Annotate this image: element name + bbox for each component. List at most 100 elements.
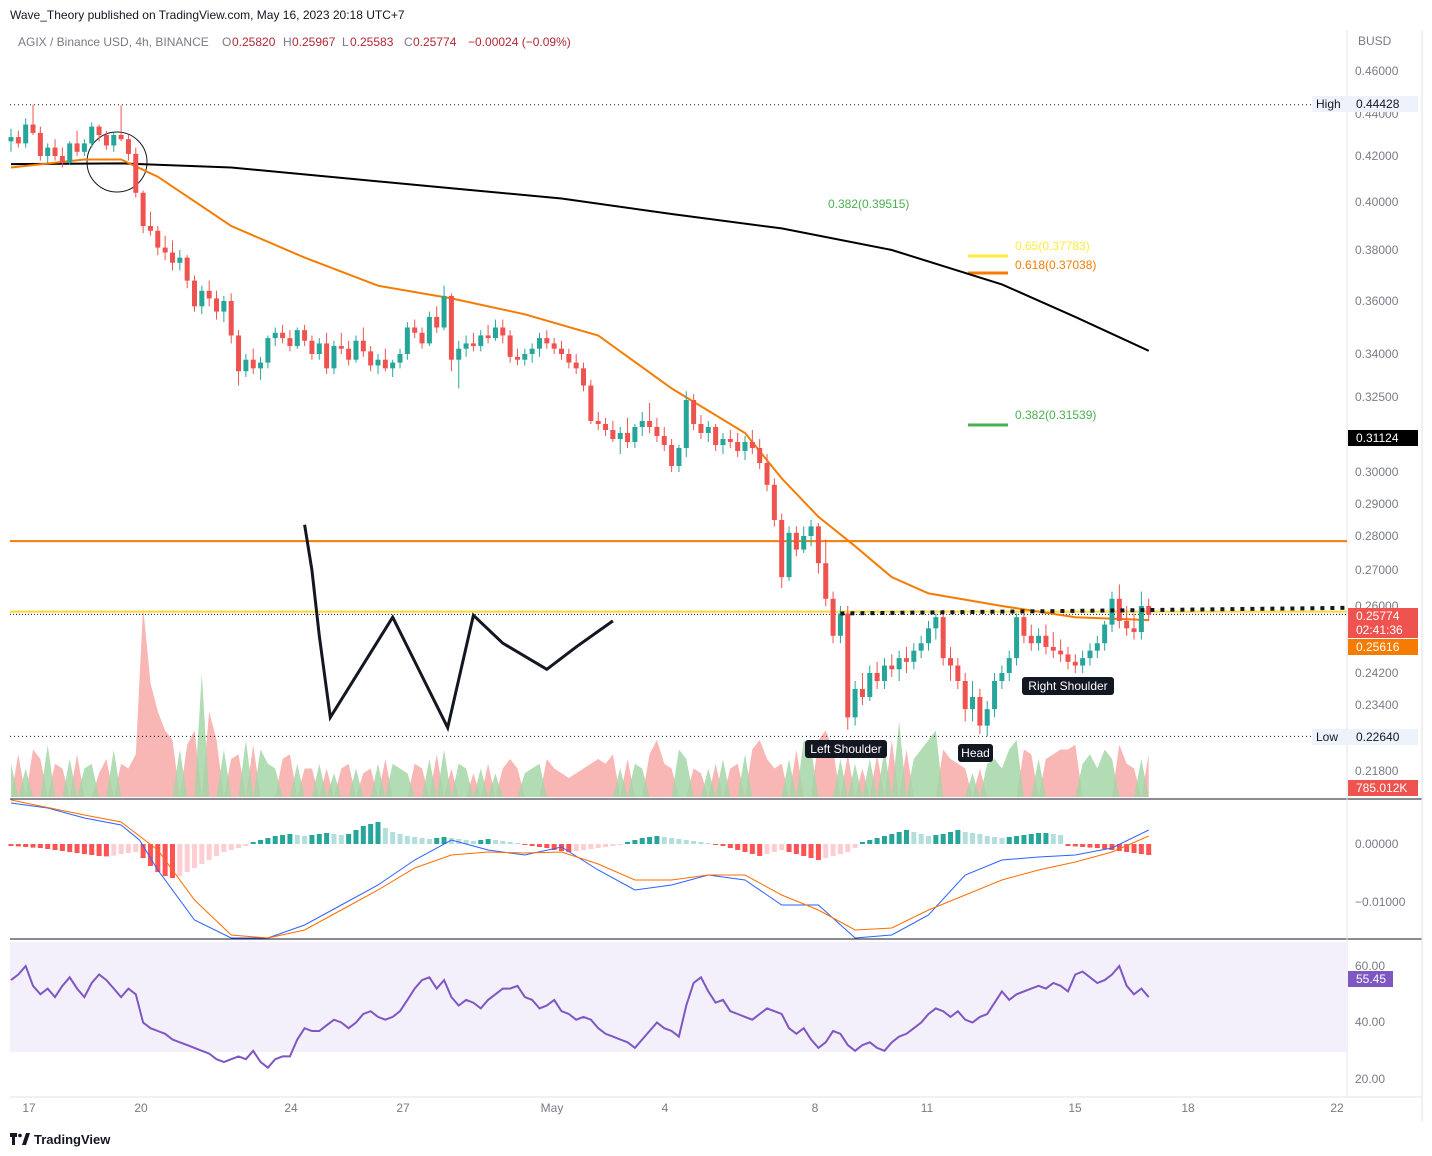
candle-down xyxy=(434,316,440,328)
guide-lines: 0.382(0.39515) 0.65(0.37783) 0.618(0.37038… xyxy=(10,104,1347,737)
price-tag-label: Low xyxy=(1316,730,1338,744)
macd-line xyxy=(10,802,1149,939)
macd-histogram-bar xyxy=(603,844,609,847)
macd-histogram-bar xyxy=(1094,844,1100,848)
macd-histogram-bar xyxy=(801,844,807,856)
macd-histogram-bar xyxy=(23,844,29,847)
macd-histogram-bar xyxy=(933,835,939,844)
macd-histogram-bar xyxy=(507,842,513,844)
candle-up xyxy=(1006,658,1012,673)
candle-up xyxy=(177,257,183,263)
candle-up xyxy=(1087,650,1093,659)
macd-histogram-bar xyxy=(852,844,858,848)
candle-up xyxy=(933,617,939,629)
candle-up xyxy=(918,643,924,651)
candle-up xyxy=(81,143,87,152)
candle-down xyxy=(874,673,880,681)
macd-histogram-bar xyxy=(1036,833,1042,844)
candle-down xyxy=(823,563,829,599)
candle-down xyxy=(771,484,777,520)
time-tick-label: 20 xyxy=(134,1101,148,1115)
rsi-pane: 55.45 xyxy=(10,964,1393,1070)
candle-down xyxy=(1131,628,1137,633)
time-tick-label: 11 xyxy=(921,1101,934,1115)
price-tick-label: 0.24200 xyxy=(1355,666,1399,680)
candle-down xyxy=(654,427,660,436)
brand-name: TradingView xyxy=(34,1132,111,1147)
macd-histogram-bar xyxy=(889,834,895,844)
macd-histogram-bar xyxy=(37,844,43,848)
macd-histogram-bar xyxy=(67,844,73,852)
candle-down xyxy=(184,257,190,281)
macd-histogram-bar xyxy=(984,836,990,844)
macd-histogram-bar xyxy=(309,835,315,844)
moving-average-lines xyxy=(10,158,1150,622)
signal-line xyxy=(10,799,1149,939)
macd-histogram-bar xyxy=(918,834,924,844)
macd-pane xyxy=(8,799,1152,939)
macd-histogram-bar xyxy=(837,844,843,854)
candle-up xyxy=(801,536,807,550)
macd-histogram-bar xyxy=(522,844,528,845)
pattern-line xyxy=(303,524,614,733)
macd-histogram-bar xyxy=(1072,844,1078,847)
macd-histogram-bar xyxy=(610,844,616,846)
macd-histogram-bar xyxy=(111,844,117,856)
pattern-label: Head xyxy=(961,746,990,760)
macd-histogram-bar xyxy=(859,842,865,844)
macd-histogram-bar xyxy=(1006,837,1012,844)
candle-down xyxy=(559,348,564,354)
macd-histogram-bar xyxy=(911,832,917,844)
candle-up xyxy=(522,354,528,360)
candle-up xyxy=(463,343,469,349)
candle-up xyxy=(632,427,638,442)
time-tick-label: May xyxy=(541,1101,564,1115)
candle-up xyxy=(852,689,858,718)
candle-down xyxy=(815,526,821,564)
macd-histogram-bar xyxy=(1131,844,1137,853)
candle-up xyxy=(1138,606,1144,633)
open-label: O xyxy=(222,35,231,49)
candle-down xyxy=(1021,617,1027,636)
candle-down xyxy=(595,421,601,424)
candle-down xyxy=(566,354,572,363)
candle-up xyxy=(808,526,814,536)
macd-histogram-bar xyxy=(779,844,785,850)
candle-down xyxy=(1072,661,1078,666)
candle-down xyxy=(779,520,785,578)
macd-histogram-bar xyxy=(1138,844,1144,854)
candle-up xyxy=(478,335,484,347)
time-tick-label: 8 xyxy=(812,1101,819,1115)
candle-up xyxy=(89,126,95,144)
candle-down xyxy=(96,126,102,135)
candle-down xyxy=(59,156,65,163)
macd-histogram-bar xyxy=(595,844,601,848)
price-tag-box xyxy=(1348,639,1418,655)
macd-histogram-bar xyxy=(258,840,264,844)
low-label: L xyxy=(342,35,349,49)
candle-down xyxy=(236,335,242,372)
candle-up xyxy=(111,135,117,146)
candle-down xyxy=(830,598,836,636)
price-tick-label: 0.42000 xyxy=(1355,149,1399,163)
candle-down xyxy=(412,327,418,333)
macd-histogram-bar xyxy=(302,836,308,844)
macd-histogram-bar xyxy=(74,844,80,853)
macd-histogram-bar xyxy=(588,844,594,849)
macd-histogram-bar xyxy=(1028,834,1034,844)
price-tag-box xyxy=(1348,608,1418,638)
macd-histogram-bar xyxy=(404,836,410,844)
close-value: 0.25774 xyxy=(413,35,457,49)
time-tick-label: 17 xyxy=(22,1101,36,1115)
macd-histogram-bar xyxy=(757,844,763,856)
change-value: −0.00024 (−0.09%) xyxy=(468,35,571,49)
macd-histogram-bar xyxy=(1021,835,1027,844)
macd-histogram-bar xyxy=(118,844,124,854)
candle-down xyxy=(735,442,741,451)
macd-histogram-bar xyxy=(272,836,278,844)
candle-down xyxy=(962,681,968,710)
macd-histogram-bar xyxy=(1087,844,1093,848)
symbol-title[interactable]: AGIX / Binance USD, 4h, BINANCE xyxy=(18,35,209,49)
price-tag-label-box xyxy=(1312,96,1347,112)
candle-down xyxy=(74,143,80,152)
